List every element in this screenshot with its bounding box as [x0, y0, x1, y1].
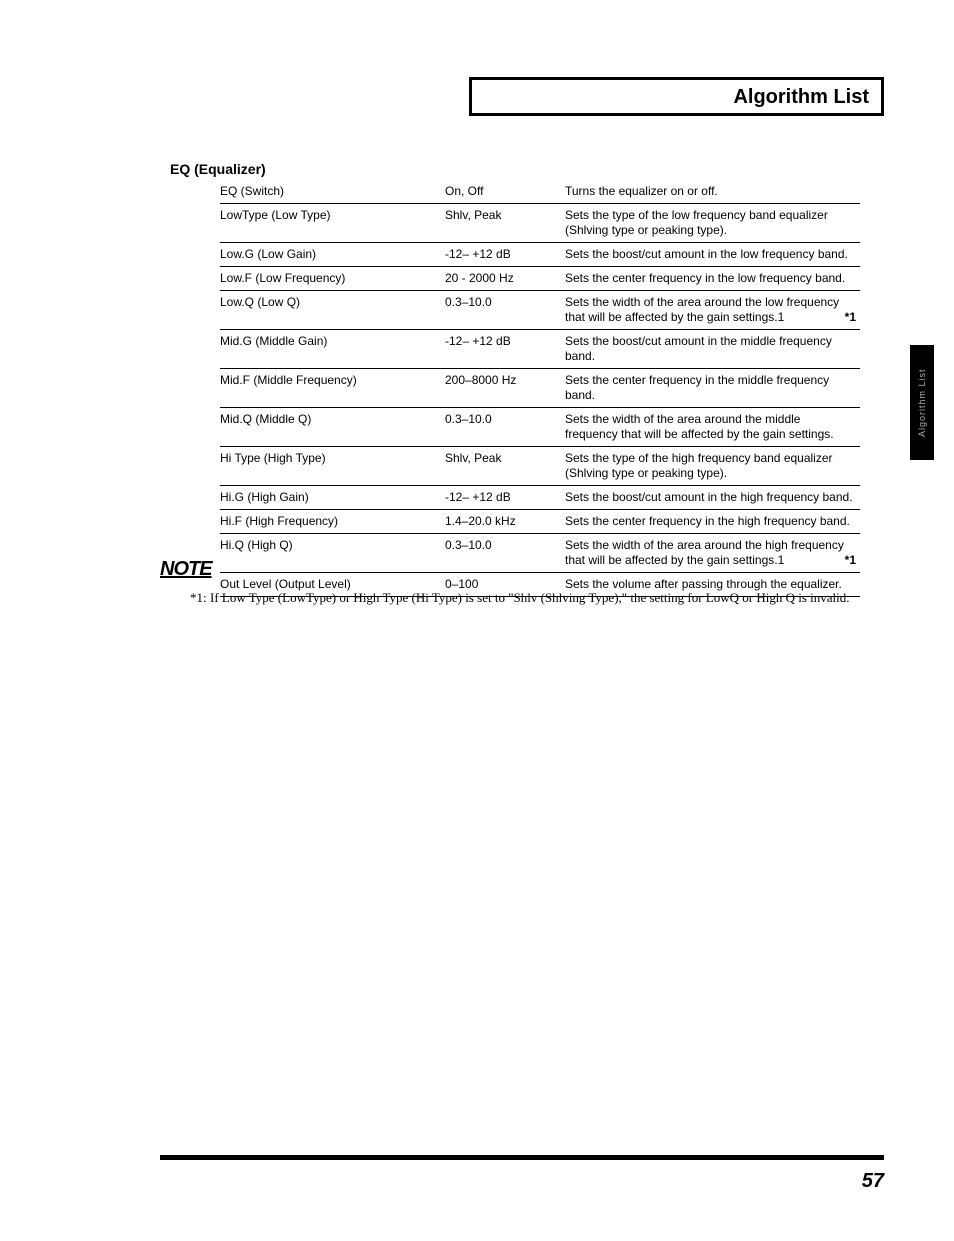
- param-desc: Turns the equalizer on or off.: [565, 180, 860, 204]
- table-row: LowType (Low Type)Shlv, PeakSets the typ…: [220, 204, 860, 243]
- param-range: 200–8000 Hz: [445, 369, 565, 408]
- param-desc: Sets the type of the high frequency band…: [565, 447, 860, 486]
- param-range: 1.4–20.0 kHz: [445, 510, 565, 534]
- param-desc: Sets the width of the area around the hi…: [565, 534, 860, 573]
- param-name: Low.F (Low Frequency): [220, 267, 445, 291]
- note-marker: *1: [845, 310, 856, 325]
- section-title: EQ (Equalizer): [170, 161, 266, 177]
- note-marker: *1: [845, 553, 856, 568]
- page-number: 57: [862, 1170, 884, 1193]
- page: Algorithm List EQ (Equalizer) EQ (Switch…: [0, 0, 954, 115]
- table-row: Hi.G (High Gain)-12– +12 dBSets the boos…: [220, 486, 860, 510]
- param-name: Hi.G (High Gain): [220, 486, 445, 510]
- param-name: Hi Type (High Type): [220, 447, 445, 486]
- param-desc: Sets the center frequency in the high fr…: [565, 510, 860, 534]
- param-range: 0.3–10.0: [445, 408, 565, 447]
- desc-text: Sets the center frequency in the low fre…: [565, 271, 845, 285]
- param-range: 0.3–10.0: [445, 534, 565, 573]
- param-name: Mid.F (Middle Frequency): [220, 369, 445, 408]
- param-range: On, Off: [445, 180, 565, 204]
- param-desc: Sets the center frequency in the middle …: [565, 369, 860, 408]
- table-row: Mid.Q (Middle Q)0.3–10.0Sets the width o…: [220, 408, 860, 447]
- table-row: Hi.Q (High Q)0.3–10.0Sets the width of t…: [220, 534, 860, 573]
- param-range: -12– +12 dB: [445, 330, 565, 369]
- desc-text: Sets the center frequency in the middle …: [565, 373, 829, 402]
- param-range: -12– +12 dB: [445, 243, 565, 267]
- side-tab: Algorithm List: [910, 345, 934, 460]
- table-row: Mid.F (Middle Frequency)200–8000 HzSets …: [220, 369, 860, 408]
- param-range: 0.3–10.0: [445, 291, 565, 330]
- parameter-table: EQ (Switch)On, OffTurns the equalizer on…: [220, 180, 860, 597]
- param-name: LowType (Low Type): [220, 204, 445, 243]
- table-row: Hi.F (High Frequency)1.4–20.0 kHzSets th…: [220, 510, 860, 534]
- desc-text: Sets the width of the area around the lo…: [565, 295, 839, 324]
- param-range: Shlv, Peak: [445, 204, 565, 243]
- param-name: Mid.G (Middle Gain): [220, 330, 445, 369]
- param-name: Mid.Q (Middle Q): [220, 408, 445, 447]
- desc-text: Sets the type of the high frequency band…: [565, 451, 833, 480]
- param-desc: Sets the type of the low frequency band …: [565, 204, 860, 243]
- param-desc: Sets the boost/cut amount in the low fre…: [565, 243, 860, 267]
- param-desc: Sets the boost/cut amount in the middle …: [565, 330, 860, 369]
- table-row: Low.G (Low Gain)-12– +12 dBSets the boos…: [220, 243, 860, 267]
- note-body: If Low Type (LowType) or High Type (Hi T…: [210, 590, 850, 605]
- table-row: Low.F (Low Frequency)20 - 2000 HzSets th…: [220, 267, 860, 291]
- param-desc: Sets the width of the area around the lo…: [565, 291, 860, 330]
- note-ref-label: *1:: [190, 589, 210, 607]
- parameter-table-body: EQ (Switch)On, OffTurns the equalizer on…: [220, 180, 860, 597]
- desc-text: Sets the boost/cut amount in the middle …: [565, 334, 832, 363]
- desc-text: Sets the center frequency in the high fr…: [565, 514, 850, 528]
- param-range: Shlv, Peak: [445, 447, 565, 486]
- param-desc: Sets the center frequency in the low fre…: [565, 267, 860, 291]
- footer-rule: [160, 1155, 884, 1160]
- desc-text: Sets the type of the low frequency band …: [565, 208, 828, 237]
- table-row: Low.Q (Low Q)0.3–10.0Sets the width of t…: [220, 291, 860, 330]
- param-name: EQ (Switch): [220, 180, 445, 204]
- table-row: EQ (Switch)On, OffTurns the equalizer on…: [220, 180, 860, 204]
- note-icon: NOTE: [160, 558, 212, 581]
- param-desc: Sets the boost/cut amount in the high fr…: [565, 486, 860, 510]
- note-block: *1:If Low Type (LowType) or High Type (H…: [190, 589, 860, 607]
- param-name: Hi.Q (High Q): [220, 534, 445, 573]
- param-name: Low.Q (Low Q): [220, 291, 445, 330]
- header-title: Algorithm List: [733, 86, 869, 108]
- desc-text: Sets the boost/cut amount in the high fr…: [565, 490, 853, 504]
- desc-text: Sets the width of the area around the mi…: [565, 412, 834, 441]
- param-name: Hi.F (High Frequency): [220, 510, 445, 534]
- desc-text: Sets the width of the area around the hi…: [565, 538, 844, 567]
- header-title-box: Algorithm List: [469, 77, 884, 116]
- table-row: Hi Type (High Type)Shlv, PeakSets the ty…: [220, 447, 860, 486]
- table-row: Mid.G (Middle Gain)-12– +12 dBSets the b…: [220, 330, 860, 369]
- param-range: 20 - 2000 Hz: [445, 267, 565, 291]
- param-range: -12– +12 dB: [445, 486, 565, 510]
- param-desc: Sets the width of the area around the mi…: [565, 408, 860, 447]
- param-name: Low.G (Low Gain): [220, 243, 445, 267]
- desc-text: Turns the equalizer on or off.: [565, 184, 718, 198]
- desc-text: Sets the boost/cut amount in the low fre…: [565, 247, 848, 261]
